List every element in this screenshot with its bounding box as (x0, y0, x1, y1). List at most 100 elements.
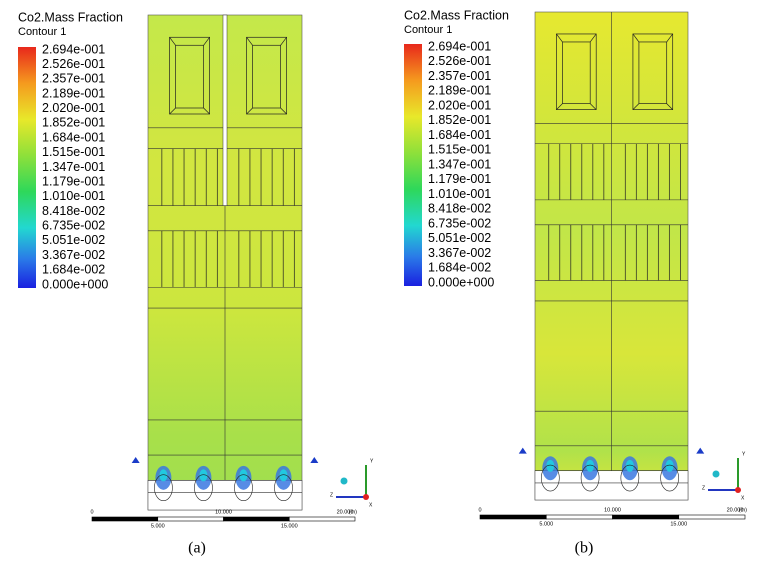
jet-core (159, 469, 168, 482)
legend-label: 1.010e-001 (42, 189, 105, 203)
box-edge (246, 107, 253, 115)
box-outline (169, 36, 210, 115)
scale-label: 20.000 (727, 507, 744, 513)
box-edge (246, 37, 253, 46)
legend-label: 1.010e-001 (428, 187, 491, 201)
box-outline (246, 36, 287, 115)
nozzle (620, 464, 640, 492)
nozzle (540, 464, 560, 492)
legend-subtitle: Contour 1 (18, 26, 66, 38)
scale-unit: (m) (739, 507, 747, 513)
legend-label: 2.526e-001 (42, 57, 105, 71)
legend-label: 1.515e-001 (428, 143, 491, 157)
legend-label: 3.367e-002 (42, 248, 105, 262)
jet-core (199, 469, 208, 482)
box-edge (169, 37, 176, 46)
scale-label: 20.000 (337, 509, 354, 515)
scale-label: 5.000 (151, 523, 165, 529)
legend-label: 2.694e-001 (428, 39, 491, 53)
scale-seg (612, 514, 680, 520)
scale-seg (223, 516, 290, 522)
legend-label: 1.852e-001 (428, 113, 491, 127)
color-bar (404, 44, 422, 286)
box-edge (632, 33, 640, 43)
axis-origin (735, 487, 741, 493)
legend-label: 3.367e-002 (428, 246, 491, 260)
view-ball (340, 477, 348, 485)
legend-label: 6.735e-002 (428, 216, 491, 230)
jet-core (279, 469, 288, 482)
legend-title: Co2.Mass Fraction (404, 8, 509, 22)
box-inner (562, 41, 591, 104)
nozzle (234, 474, 253, 502)
nozzle (660, 464, 679, 492)
scale-label: 15.000 (281, 523, 298, 529)
scale-label: 0 (90, 509, 93, 515)
axis-label: X (369, 502, 373, 508)
scale-label: 10.000 (215, 509, 232, 515)
legend-label: 2.357e-001 (42, 72, 105, 86)
inlet-marker (518, 447, 527, 454)
box-inner (252, 44, 281, 109)
scale-label: 10.000 (604, 507, 621, 513)
color-bar (18, 47, 36, 288)
legend-label: 1.684e-002 (42, 263, 105, 277)
scale-label: 15.000 (670, 521, 687, 527)
legend-label: 2.357e-001 (428, 69, 491, 83)
scale-label: 5.000 (539, 521, 553, 527)
scale-unit: (m) (349, 509, 357, 515)
scale-seg (545, 514, 613, 520)
box-edge (203, 107, 210, 115)
legend-title: Co2.Mass Fraction (18, 10, 123, 24)
view-ball (712, 470, 720, 478)
legend-label: 2.189e-001 (42, 86, 105, 100)
axis-origin (363, 494, 369, 500)
legend-label: 8.418e-002 (428, 202, 491, 216)
legend-label: 5.051e-002 (428, 231, 491, 245)
box-edge (556, 33, 563, 43)
nozzle (274, 474, 293, 502)
legend-subtitle: Contour 1 (404, 24, 452, 36)
legend-label: 2.189e-001 (428, 84, 491, 98)
jet-core (546, 459, 555, 472)
box-edge (169, 107, 176, 115)
legend-label: 1.347e-001 (428, 157, 491, 171)
inlet-marker (310, 456, 319, 463)
scale-seg (157, 516, 224, 522)
box-edge (632, 103, 640, 110)
caption: (b) (575, 540, 594, 557)
legend-label: 2.020e-001 (42, 101, 105, 115)
box-edge (280, 37, 287, 46)
scale-seg (678, 514, 746, 520)
scale-seg (91, 516, 159, 522)
box-outline (632, 33, 674, 110)
box-inner (638, 41, 668, 104)
nozzle (154, 474, 173, 502)
box-inner (175, 44, 204, 109)
box-edge (666, 103, 673, 110)
legend-label: 1.852e-001 (42, 116, 105, 130)
legend-label: 5.051e-002 (42, 233, 105, 247)
jet-core (665, 459, 674, 472)
box-outline (556, 33, 597, 110)
nozzle (194, 474, 213, 502)
axis-label: Y (742, 451, 746, 457)
legend-label: 2.694e-001 (42, 42, 105, 56)
scale-seg (288, 516, 356, 522)
axis-label: Y (370, 458, 374, 464)
scale-label: 0 (478, 507, 481, 513)
legend-label: 1.515e-001 (42, 145, 105, 159)
box-edge (589, 33, 597, 43)
box-edge (589, 103, 597, 110)
box-edge (556, 103, 563, 110)
legend-label: 0.000e+000 (42, 277, 108, 291)
jet-core (625, 459, 634, 472)
legend-label: 1.684e-001 (428, 128, 491, 142)
legend-label: 2.526e-001 (428, 54, 491, 68)
box-edge (280, 107, 287, 115)
box-edge (203, 37, 210, 46)
axis-label: X (741, 495, 745, 501)
legend-label: 1.347e-001 (42, 160, 105, 174)
legend-label: 0.000e+000 (428, 275, 494, 289)
inlet-marker (696, 447, 705, 454)
